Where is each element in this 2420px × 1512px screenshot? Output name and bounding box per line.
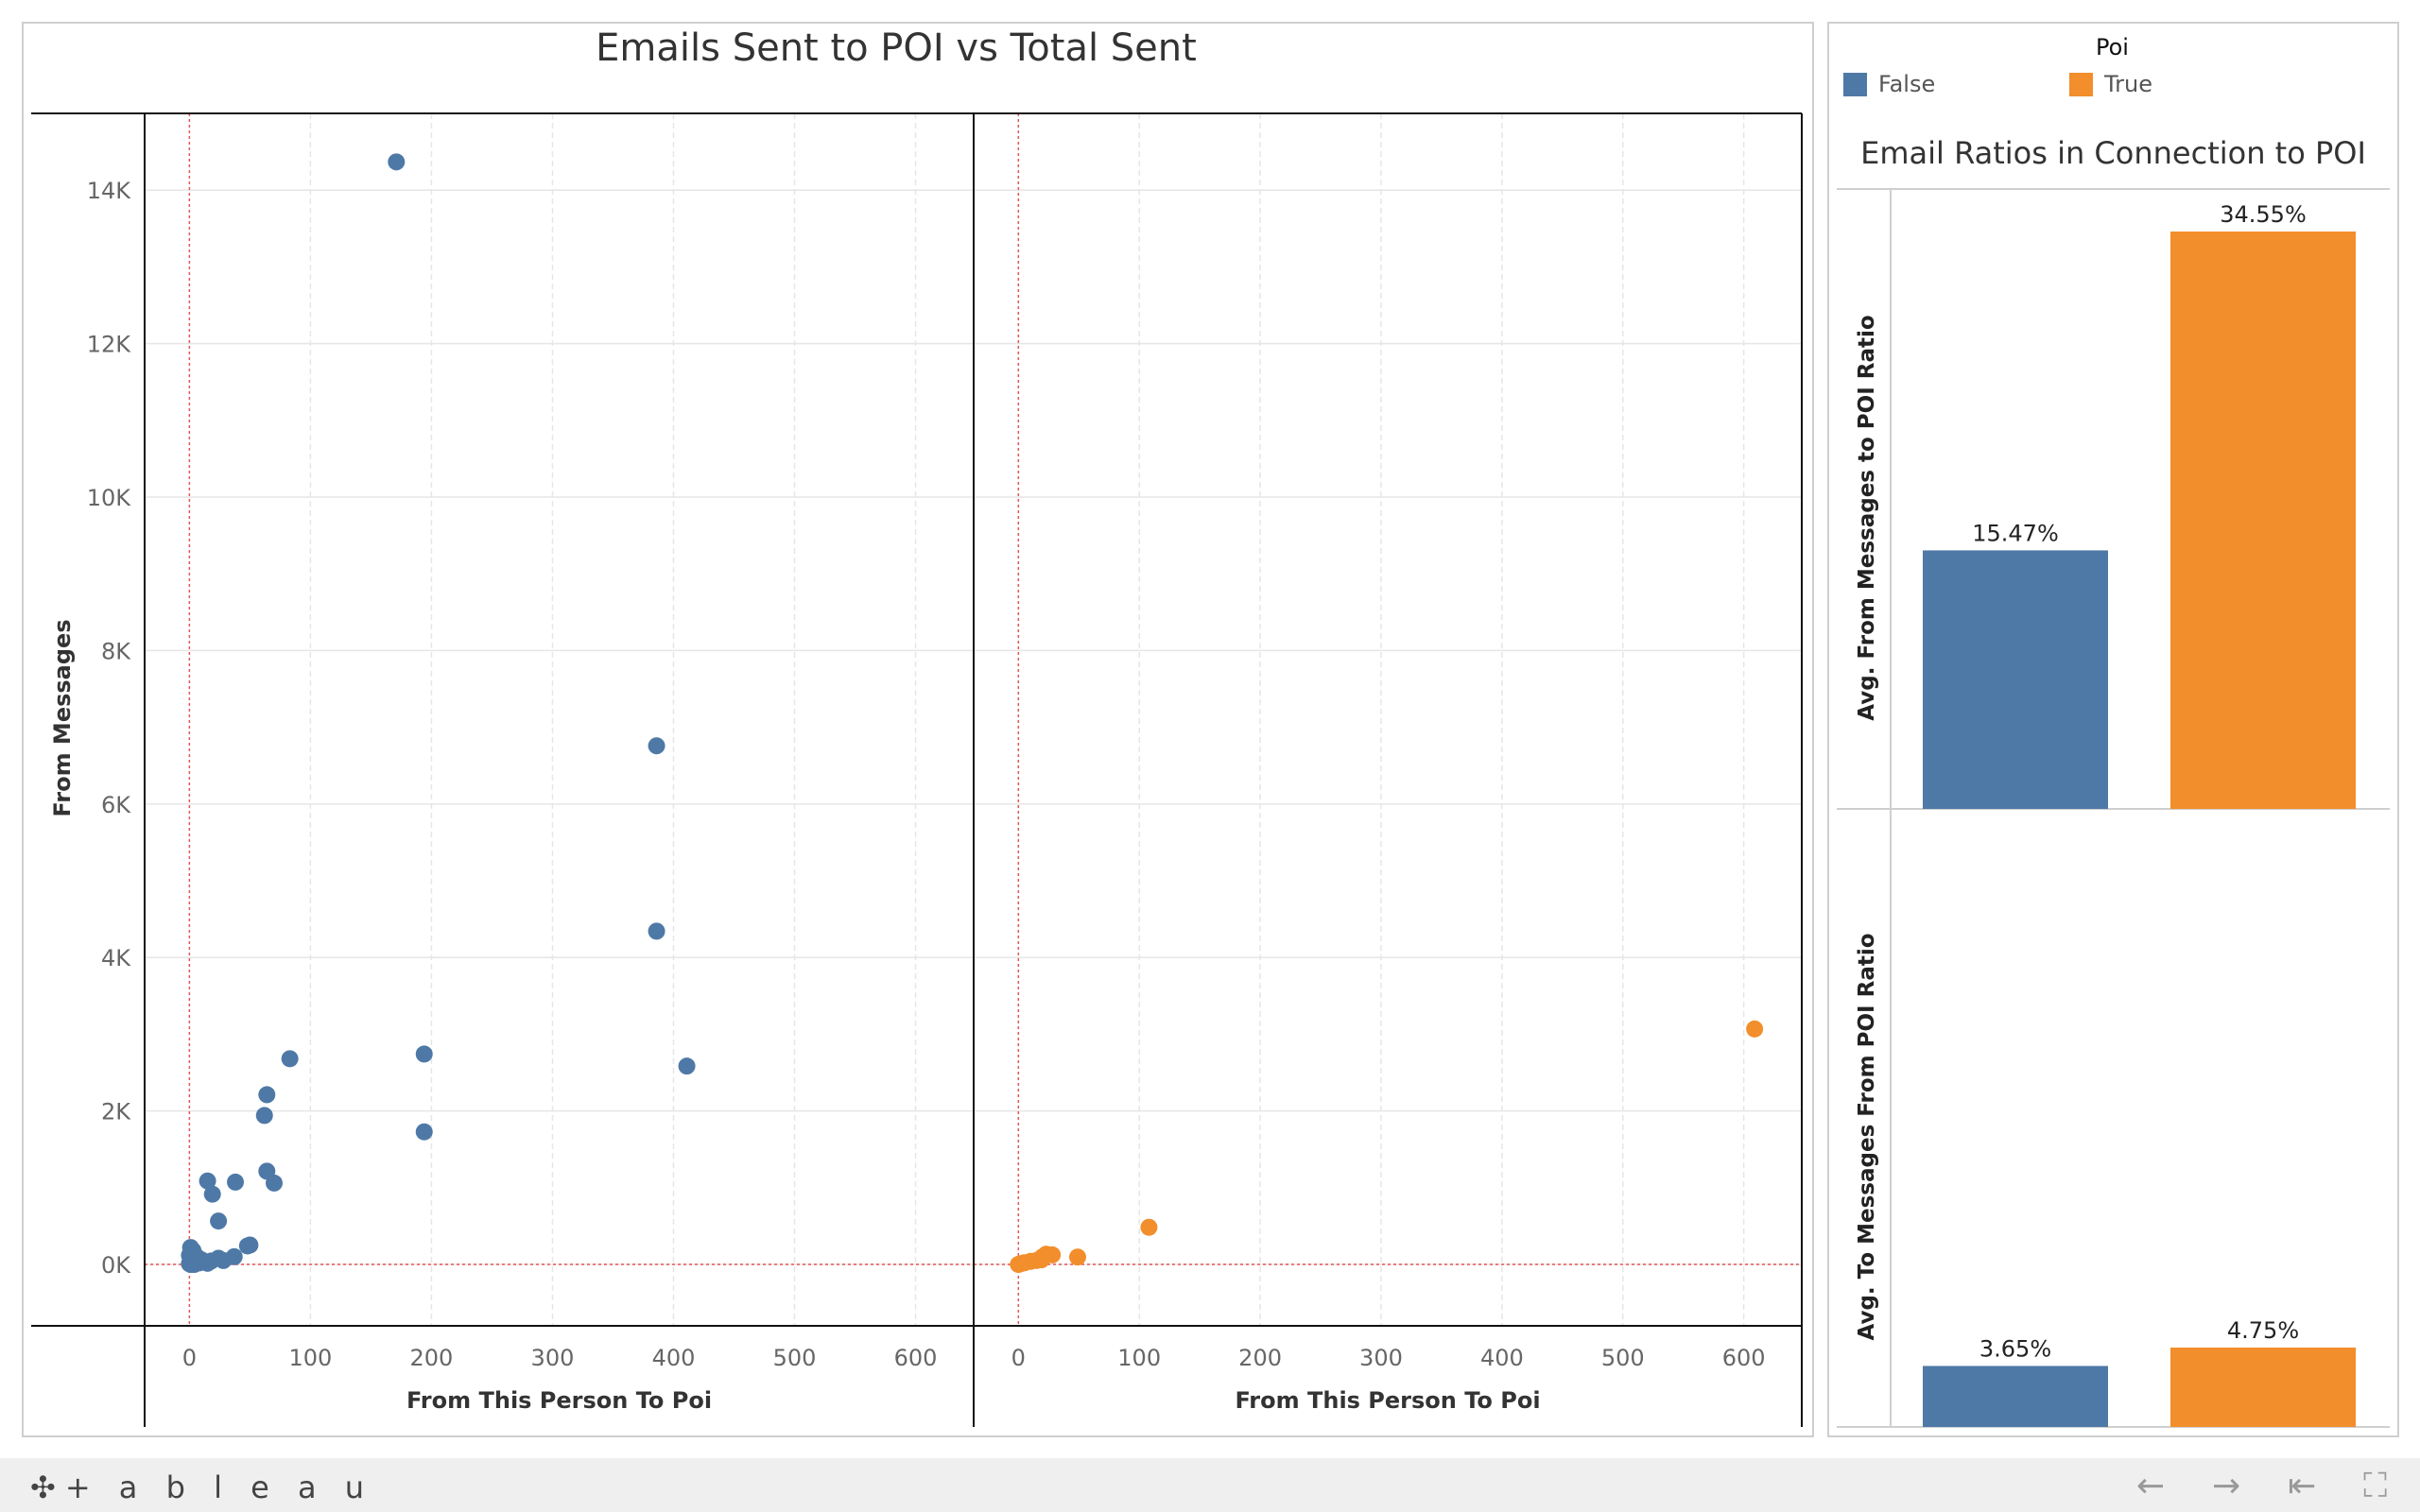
fullscreen-icon[interactable]: ⛶ <box>2363 1467 2388 1505</box>
legend-swatch-false <box>1843 72 1867 96</box>
y-tick-label: 8K <box>101 638 131 664</box>
bar-false[interactable] <box>1923 1366 2108 1427</box>
legend-item-false[interactable]: False <box>1843 71 1935 97</box>
y-tick-label: 12K <box>87 332 132 358</box>
y-tick-label: 14K <box>87 178 132 204</box>
tableau-logo[interactable]: ✣+ a b l e a u <box>30 1469 373 1505</box>
tableau-wordmark: + a b l e a u <box>64 1469 374 1505</box>
bar-data-label: 4.75% <box>2227 1317 2299 1344</box>
scatter-point-false[interactable] <box>227 1173 245 1191</box>
scatter-point-false[interactable] <box>255 1107 273 1125</box>
x-tick-label: 400 <box>1480 1345 1524 1371</box>
y-tick-label: 0K <box>101 1252 131 1279</box>
bar-data-label: 15.47% <box>1972 520 2059 546</box>
x-tick-label: 200 <box>1238 1345 1282 1371</box>
y-tick-label: 6K <box>101 792 131 818</box>
scatter-point-true[interactable] <box>1140 1218 1158 1236</box>
scatter-point-false[interactable] <box>258 1086 276 1104</box>
x-tick-label: 600 <box>1722 1345 1766 1371</box>
scatter-point-false[interactable] <box>241 1236 259 1254</box>
scatter-point-false[interactable] <box>265 1174 283 1192</box>
x-tick-label: 300 <box>1359 1345 1403 1371</box>
x-tick-label: 0 <box>1011 1345 1026 1371</box>
x-tick-label: 100 <box>288 1345 332 1371</box>
bar-data-label: 34.55% <box>2220 201 2307 228</box>
legend-label-true: True <box>2104 71 2152 97</box>
scatter-panel <box>22 22 1814 1437</box>
x-tick-label: 100 <box>1117 1345 1161 1371</box>
scatter-point-false[interactable] <box>203 1185 221 1203</box>
scatter-point-false[interactable] <box>648 737 666 755</box>
x-axis-label: From This Person To Poi <box>406 1387 712 1414</box>
scatter-point-false[interactable] <box>215 1251 233 1269</box>
y-axis-label: From Messages <box>49 619 76 816</box>
scatter-point-false[interactable] <box>415 1045 433 1063</box>
x-tick-label: 600 <box>894 1345 938 1371</box>
scatter-point-false[interactable] <box>388 153 406 171</box>
scatter-point-false[interactable] <box>202 1252 220 1270</box>
bar-false[interactable] <box>1923 550 2108 809</box>
legend-item-true[interactable]: True <box>2069 71 2152 97</box>
legend-swatch-true <box>2069 72 2093 96</box>
x-axis-label: From This Person To Poi <box>1235 1387 1540 1414</box>
scatter-point-false[interactable] <box>199 1172 216 1190</box>
y-tick-label: 10K <box>87 485 132 511</box>
bar-y-axis-label: Avg. From Messages to POI Ratio <box>1855 315 1879 720</box>
x-tick-label: 0 <box>182 1345 197 1371</box>
bar-true[interactable] <box>2170 232 2356 809</box>
scatter-point-false[interactable] <box>648 922 666 940</box>
scatter-point-true[interactable] <box>1033 1247 1051 1265</box>
bar-y-axis-label: Avg. To Messages From POI Ratio <box>1855 933 1879 1340</box>
scatter-point-true[interactable] <box>1746 1020 1764 1038</box>
scatter-point-false[interactable] <box>281 1050 299 1068</box>
revert-icon[interactable]: ⇤ <box>2288 1467 2317 1505</box>
redo-icon[interactable]: → <box>2212 1467 2241 1505</box>
footer-toolbar <box>0 1458 2420 1512</box>
scatter-point-false[interactable] <box>678 1057 696 1075</box>
x-tick-label: 500 <box>773 1345 817 1371</box>
scatter-point-true[interactable] <box>1068 1248 1086 1266</box>
bar-chart-title: Email Ratios in Connection to POI <box>1860 135 2366 171</box>
chart-title: Emails Sent to POI vs Total Sent <box>596 26 1197 70</box>
scatter-point-false[interactable] <box>185 1256 203 1274</box>
y-tick-label: 2K <box>101 1099 131 1125</box>
x-tick-label: 400 <box>652 1345 696 1371</box>
scatter-point-true[interactable] <box>1011 1255 1029 1273</box>
x-tick-label: 200 <box>410 1345 454 1371</box>
legend-label-false: False <box>1878 71 1936 97</box>
x-tick-label: 500 <box>1601 1345 1645 1371</box>
y-tick-label: 4K <box>101 945 131 971</box>
bar-data-label: 3.65% <box>1979 1335 2051 1362</box>
bar-true[interactable] <box>2170 1347 2356 1427</box>
undo-icon[interactable]: ← <box>2136 1467 2166 1505</box>
legend-title: Poi <box>2096 34 2129 60</box>
scatter-point-false[interactable] <box>415 1123 433 1141</box>
scatter-point-false[interactable] <box>210 1212 228 1230</box>
tableau-plus-icon: ✣ <box>30 1469 65 1505</box>
x-tick-label: 300 <box>531 1345 575 1371</box>
